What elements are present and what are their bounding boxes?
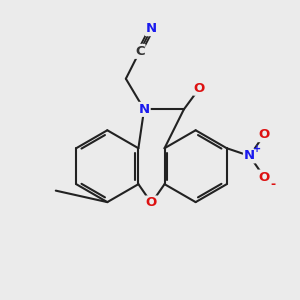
- Text: O: O: [259, 171, 270, 184]
- Text: -: -: [270, 178, 275, 191]
- Text: O: O: [194, 82, 205, 95]
- Text: N: N: [244, 149, 255, 162]
- Text: N: N: [139, 103, 150, 116]
- Text: O: O: [146, 196, 157, 209]
- Text: C: C: [135, 45, 145, 58]
- Text: O: O: [259, 128, 270, 141]
- Text: N: N: [146, 22, 157, 35]
- Text: +: +: [253, 143, 261, 154]
